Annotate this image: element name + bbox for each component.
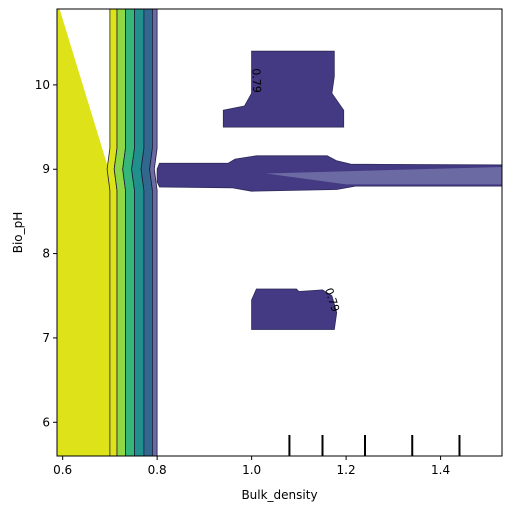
- x-tick-label: 1.0: [242, 463, 261, 477]
- y-tick-label: 10: [35, 78, 50, 92]
- contour-band-6: [149, 9, 158, 456]
- rug-ticks: [288, 435, 461, 456]
- x-axis-ticks: 0.6 0.8 1.0 1.2 1.4: [53, 456, 450, 477]
- region-upper-patch: [222, 50, 345, 128]
- region-left-wedge: [57, 9, 110, 456]
- y-tick-label: 6: [42, 415, 50, 429]
- x-tick-label: 0.6: [53, 463, 72, 477]
- y-axis-ticks: 6 7 8 9 10: [35, 78, 57, 429]
- x-axis-label: Bulk_density: [241, 488, 317, 502]
- region-lower-patch: [251, 288, 338, 330]
- y-axis-label: Bio_pH: [11, 212, 25, 254]
- region-light-wedge: [265, 166, 502, 185]
- plot-frame: [56, 8, 503, 457]
- contour-label-1: 0.79: [249, 68, 263, 93]
- x-tick-label: 1.2: [337, 463, 356, 477]
- x-tick-label: 1.4: [431, 463, 450, 477]
- y-tick-label: 9: [42, 162, 50, 176]
- x-tick-label: 0.8: [148, 463, 167, 477]
- contour-regions: [57, 9, 502, 456]
- y-tick-label: 8: [42, 247, 50, 261]
- y-tick-label: 7: [42, 331, 50, 345]
